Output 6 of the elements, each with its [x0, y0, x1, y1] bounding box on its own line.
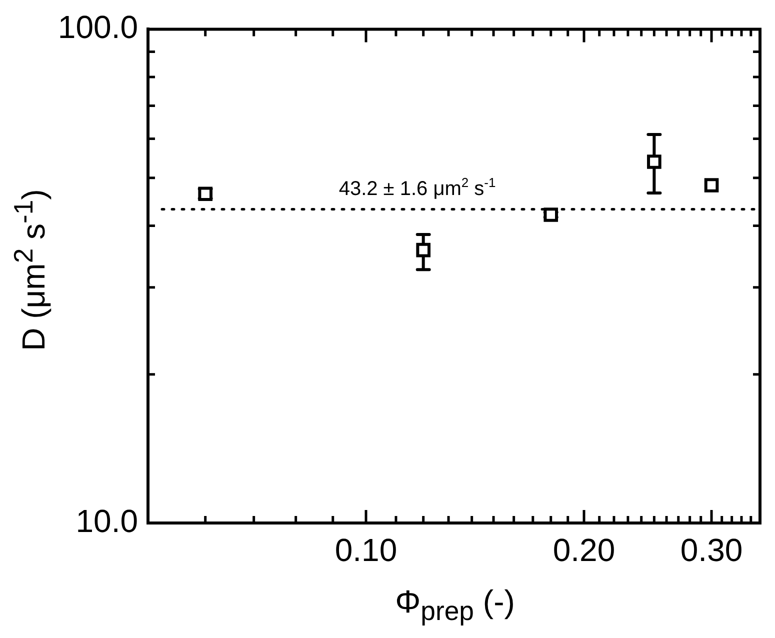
y-tick-label: 100.0: [58, 9, 138, 46]
x-tick-label: 0.20: [552, 532, 616, 568]
x-tick-label: 0.10: [334, 532, 398, 568]
y-tick-label: 10.0: [76, 502, 138, 539]
x-axis-title: Φ$_{prep}$ (-): [395, 583, 515, 626]
x-tick-label: 0.30: [680, 532, 743, 568]
